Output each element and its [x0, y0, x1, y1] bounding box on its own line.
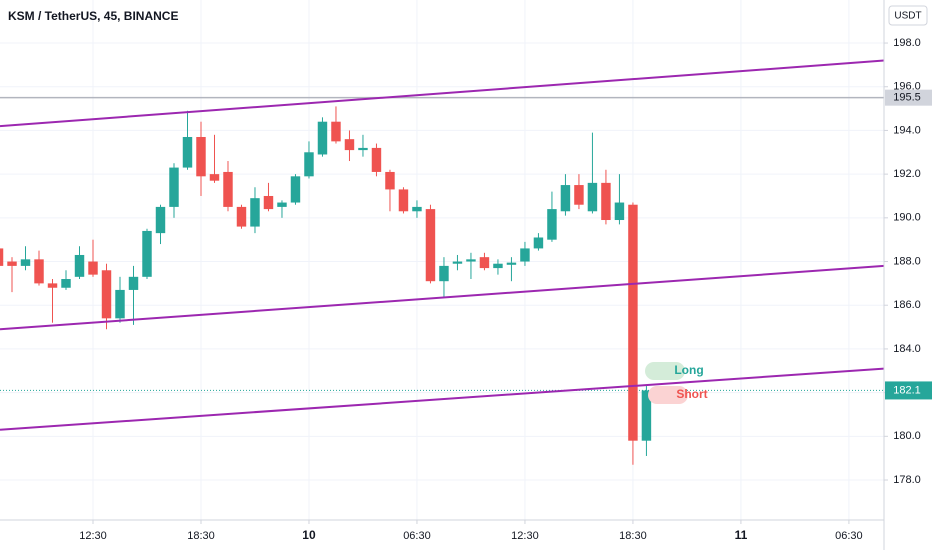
x-tick-label: 18:30: [187, 530, 215, 542]
x-tick-label: 12:30: [79, 530, 107, 542]
candle-body: [358, 147, 368, 151]
candle-body: [574, 185, 584, 205]
y-tick-label: 184.0: [893, 343, 921, 355]
candle-body: [128, 276, 139, 290]
candle-body: [614, 202, 625, 221]
candle-body: [263, 195, 274, 210]
candle-body: [587, 182, 598, 212]
chart-title: KSM / TetherUS, 45, BINANCE: [8, 9, 178, 23]
unit-label[interactable]: USDT: [894, 11, 921, 22]
candle-body: [371, 147, 382, 172]
candle-body: [101, 270, 112, 319]
annotation: Short: [676, 387, 707, 401]
candle-body: [196, 136, 206, 177]
candle-body: [479, 257, 490, 269]
candle-body: [7, 261, 17, 266]
axes: 178.0180.0182.0184.0186.0188.0190.0192.0…: [79, 37, 932, 542]
candle-body: [398, 189, 409, 212]
candle-body: [533, 237, 544, 249]
y-tick-label: 188.0: [893, 255, 921, 267]
candle-body: [209, 174, 220, 181]
trend-line: [0, 367, 885, 431]
trend-line: [0, 264, 885, 331]
candle-body: [641, 390, 652, 441]
candle-body: [290, 176, 301, 203]
x-tick-label: 06:30: [835, 530, 863, 542]
candle-body: [250, 198, 260, 227]
candle-body: [142, 230, 152, 277]
candle-body: [493, 263, 503, 269]
candle-body: [61, 279, 71, 288]
candle-body: [0, 248, 4, 266]
candle-body: [304, 152, 314, 177]
annotation-background: [648, 386, 688, 404]
y-tick-label: 192.0: [893, 168, 921, 180]
candle-body: [506, 262, 517, 265]
candle-body: [385, 171, 395, 190]
candle-body: [560, 185, 571, 212]
candle-body: [277, 202, 287, 207]
horizontal-line-label: 195.5: [893, 92, 921, 104]
horizontal-line-label-box: [885, 89, 932, 106]
candle-body: [317, 121, 328, 155]
y-tick-label: 198.0: [893, 37, 921, 49]
candle-body: [466, 259, 476, 262]
candle-body: [601, 182, 611, 221]
candle-body: [344, 139, 355, 151]
candle-body: [169, 167, 179, 207]
candle-body: [74, 254, 85, 277]
y-tick-label: 190.0: [893, 212, 921, 224]
x-tick-label: 18:30: [619, 530, 647, 542]
y-tick-label: 186.0: [893, 299, 921, 311]
candle-body: [20, 259, 31, 266]
candle-body: [628, 204, 638, 441]
annotation: Long: [674, 363, 703, 377]
annotation-background: [645, 362, 685, 380]
candle-body: [425, 209, 436, 282]
trend-line: [0, 59, 885, 128]
candle-body: [223, 171, 233, 207]
x-tick-label: 10: [302, 528, 316, 542]
plot: Long Short: [0, 59, 885, 465]
candle-body: [439, 265, 449, 282]
candle-body: [115, 289, 125, 319]
candle-body: [155, 206, 166, 234]
last-price-label: 182.1: [893, 384, 921, 396]
candle-body: [452, 261, 463, 264]
x-tick-label: 12:30: [511, 530, 539, 542]
candle-body: [236, 206, 247, 227]
candle-body: [331, 121, 341, 142]
y-tick-label: 194.0: [893, 124, 921, 136]
candle-body: [182, 136, 193, 168]
x-tick-label: 11: [735, 528, 748, 542]
candle-body: [547, 209, 557, 240]
candle-body: [88, 261, 98, 275]
candle-body: [412, 206, 422, 212]
unit-box[interactable]: [888, 5, 928, 26]
last-price-label-box: [885, 381, 932, 400]
y-tick-label: 180.0: [893, 430, 921, 442]
y-tick-label: 196.0: [893, 81, 921, 93]
y-tick-label: 178.0: [893, 474, 921, 486]
x-tick-label: 06:30: [403, 530, 431, 542]
candle-body: [520, 248, 530, 262]
candle-body: [47, 283, 58, 288]
candle-body: [34, 259, 44, 284]
